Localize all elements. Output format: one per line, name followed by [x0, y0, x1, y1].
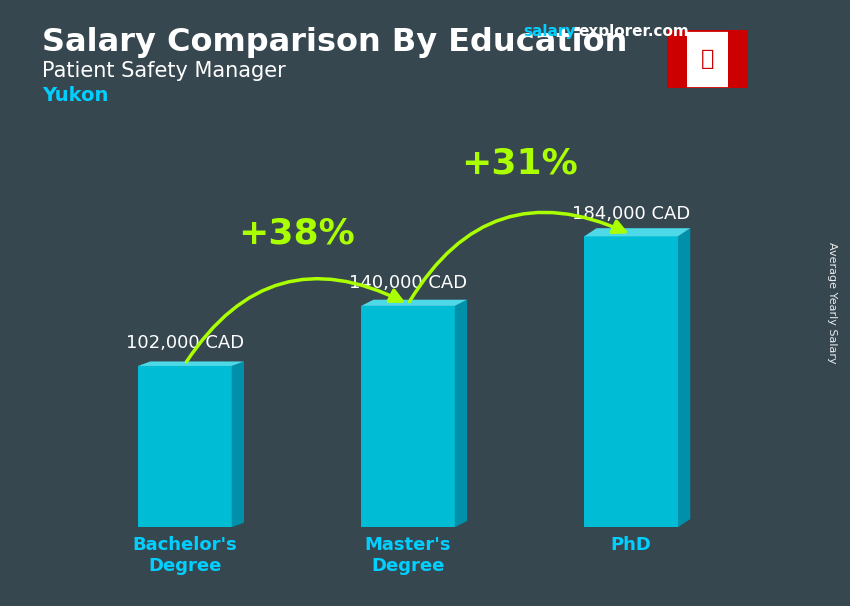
Text: salary: salary — [523, 24, 575, 39]
Text: PhD: PhD — [610, 536, 652, 554]
Polygon shape — [678, 228, 690, 527]
Text: Yukon: Yukon — [42, 86, 109, 105]
Polygon shape — [455, 300, 468, 527]
Text: 140,000 CAD: 140,000 CAD — [349, 274, 467, 292]
Bar — [361, 306, 455, 527]
Text: explorer.com: explorer.com — [578, 24, 688, 39]
Polygon shape — [361, 300, 468, 306]
Text: 184,000 CAD: 184,000 CAD — [572, 204, 690, 222]
Text: Master's
Degree: Master's Degree — [365, 536, 451, 575]
Text: Average Yearly Salary: Average Yearly Salary — [827, 242, 837, 364]
Bar — [138, 366, 232, 527]
Text: Salary Comparison By Education: Salary Comparison By Education — [42, 27, 628, 58]
Text: 🍁: 🍁 — [701, 49, 714, 69]
Bar — [728, 30, 748, 88]
Bar — [584, 236, 678, 527]
Polygon shape — [138, 361, 244, 366]
Text: +31%: +31% — [462, 147, 578, 181]
Text: 102,000 CAD: 102,000 CAD — [126, 334, 244, 352]
Text: Bachelor's
Degree: Bachelor's Degree — [133, 536, 237, 575]
Polygon shape — [584, 228, 690, 236]
Text: Patient Safety Manager: Patient Safety Manager — [42, 61, 286, 81]
Polygon shape — [232, 361, 244, 527]
Bar — [667, 30, 688, 88]
Text: +38%: +38% — [238, 216, 354, 250]
